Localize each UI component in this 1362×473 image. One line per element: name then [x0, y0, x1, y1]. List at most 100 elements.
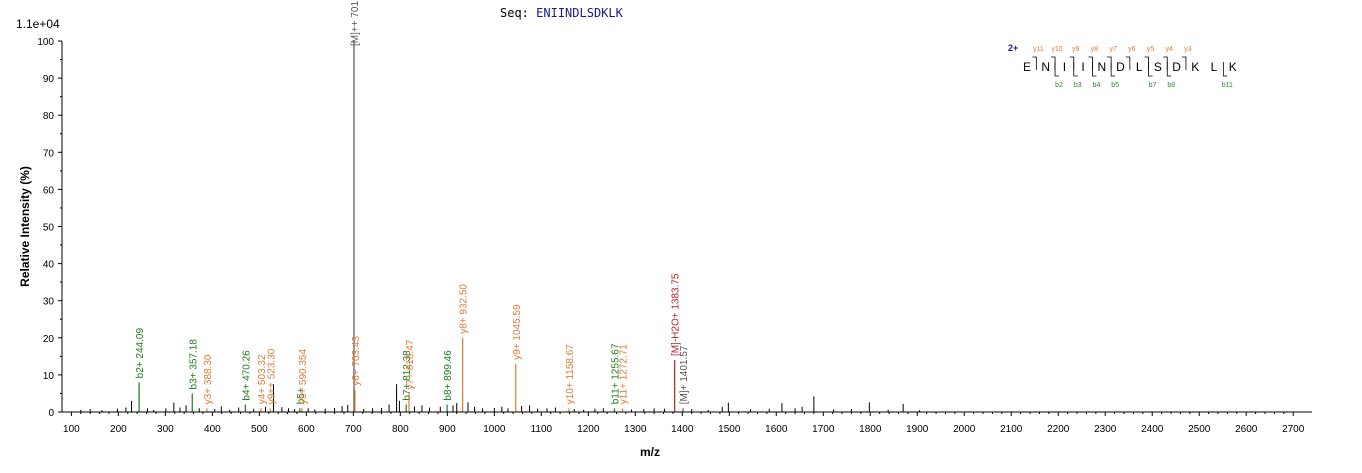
b-ion-bracket [1073, 62, 1078, 77]
residue-letter: D [1116, 60, 1125, 74]
y-tick-label: 100 [37, 37, 54, 48]
y-ion-label: y4 [1166, 46, 1174, 53]
peak-label: y6+ 703.43 [351, 336, 362, 386]
y-ion-bracket [1181, 56, 1187, 70]
y-ion-label: y3 [1184, 46, 1192, 53]
x-tick-label: 1300 [624, 424, 647, 435]
peak-label: y11+ 1272.71 [618, 344, 629, 405]
peak-label: b7+ 812.38 [402, 350, 413, 401]
sequence-label: Seq: [500, 6, 529, 20]
x-tick-label: 2300 [1094, 424, 1117, 435]
y-ion-label: y7 [1109, 46, 1117, 53]
peak-label: y9++ 523.30 [266, 348, 277, 404]
peak-label: b4+ 470.26 [241, 350, 252, 401]
x-tick-label: 1800 [859, 424, 882, 435]
b-ion-bracket [1054, 62, 1060, 77]
x-tick-label: 1600 [765, 424, 788, 435]
x-tick-label: 2400 [1141, 424, 1164, 435]
y-scale-max: 1.1e+04 [16, 17, 60, 31]
noise-peaks [80, 384, 921, 412]
peak-label: b5+ [296, 387, 307, 404]
y-ion-label: y6 [1128, 46, 1136, 53]
x-tick-label: 800 [392, 424, 409, 435]
b-ion-label: b3 [1074, 82, 1082, 89]
peak-label: b11+ 1255.67 [610, 343, 621, 404]
residue-letter: L [1211, 60, 1218, 74]
x-tick-label: 2000 [953, 424, 976, 435]
peak-label: y3+ 388.30 [203, 354, 214, 404]
y-tick-label: 70 [43, 148, 55, 159]
y-ion-label: y10 [1051, 46, 1062, 53]
y-tick-label: 90 [43, 74, 55, 85]
residue-letter: N [1041, 60, 1050, 74]
x-tick-label: 200 [110, 424, 127, 435]
sequence-title: Seq: ENIINDLSDKLK [500, 6, 623, 20]
y-ion-bracket [1032, 56, 1037, 70]
x-tick-label: 500 [251, 424, 268, 435]
y-ion-label: y5 [1147, 46, 1155, 53]
x-tick-label: 1000 [483, 424, 506, 435]
y-ion-label: y8 [1091, 46, 1099, 53]
y-ion-bracket [1088, 56, 1093, 70]
x-tick-label: 900 [439, 424, 456, 435]
peak-label: [M]+ 1401.57 [679, 345, 690, 404]
peak-label: b3+ 357.18 [188, 339, 199, 390]
x-tick-label: 100 [63, 424, 80, 435]
x-tick-label: 1400 [671, 424, 694, 435]
y-tick-label: 20 [43, 334, 55, 345]
peak-label: y4+ 503.32 [257, 354, 268, 404]
b-ion-bracket [1092, 62, 1097, 77]
x-tick-label: 2500 [1188, 424, 1211, 435]
b-ion-label: b2 [1055, 82, 1063, 89]
residue-letter: S [1154, 60, 1162, 74]
y-ion-bracket [1163, 56, 1168, 70]
x-tick-label: 400 [204, 424, 221, 435]
peak-label: b8+ 899.46 [443, 350, 454, 401]
y-ion-label: y9 [1072, 46, 1080, 53]
peak-label: y9+ 1045.59 [512, 304, 523, 360]
y-tick-label: 50 [43, 223, 55, 234]
y-tick-label: 30 [43, 297, 55, 308]
x-tick-label: 2600 [1235, 424, 1258, 435]
b-ion-label: b11 [1222, 82, 1233, 89]
sequence-value: ENIINDLSDKLK [536, 6, 623, 20]
y-tick-label: 40 [43, 260, 55, 271]
y-tick-label: 0 [48, 408, 54, 419]
y-tick-label: 80 [43, 111, 55, 122]
peak-label: y5+ 590.354 [298, 349, 309, 405]
x-axis-label: m/z [640, 445, 660, 459]
y-ion-bracket [1144, 56, 1149, 70]
annotated-peaks: b2+ 244.09 b3+ 357.18 y3+ 388.30 b4+ 470.26… [135, 0, 690, 412]
x-tick-label: 2200 [1047, 424, 1070, 435]
x-tick-label: 1900 [906, 424, 929, 435]
b-ion-bracket [1110, 62, 1116, 77]
peak-label: [M]++ 701.3 [350, 0, 361, 46]
y-ion-label: y11 [1033, 46, 1044, 53]
b-ion-label: b5 [1111, 82, 1119, 89]
b-ion-bracket [1166, 62, 1172, 77]
peak-label: y8+ 932.50 [459, 284, 470, 334]
y-tick-label: 60 [43, 185, 55, 196]
x-tick-label: 600 [298, 424, 315, 435]
x-tick-label: 300 [157, 424, 174, 435]
peak-label: y10+ 1158.67 [565, 344, 576, 405]
peak-label: b2+ 244.09 [135, 328, 146, 379]
residue-letter: K [1229, 60, 1237, 74]
y-axis-label: Relative Intensity (%) [18, 166, 32, 287]
residue-letter: E [1023, 60, 1031, 74]
x-tick-label: 1200 [577, 424, 600, 435]
x-tick-label: 1700 [812, 424, 835, 435]
y-ion-bracket [1069, 56, 1075, 70]
peak-label: [M]-H2O+ 1383.75 [671, 273, 682, 356]
y-ion-bracket [1051, 56, 1056, 70]
x-tick-label: 2100 [1000, 424, 1023, 435]
y-ion-bracket [1107, 56, 1112, 70]
b-ion-bracket [1222, 62, 1228, 77]
b-ion-label: b7 [1149, 82, 1157, 89]
charge-state: 2+ [1008, 43, 1018, 53]
residue-letter: I [1063, 60, 1066, 74]
b-ion-label: b4 [1093, 82, 1101, 89]
y-ion-bracket [1125, 56, 1131, 70]
